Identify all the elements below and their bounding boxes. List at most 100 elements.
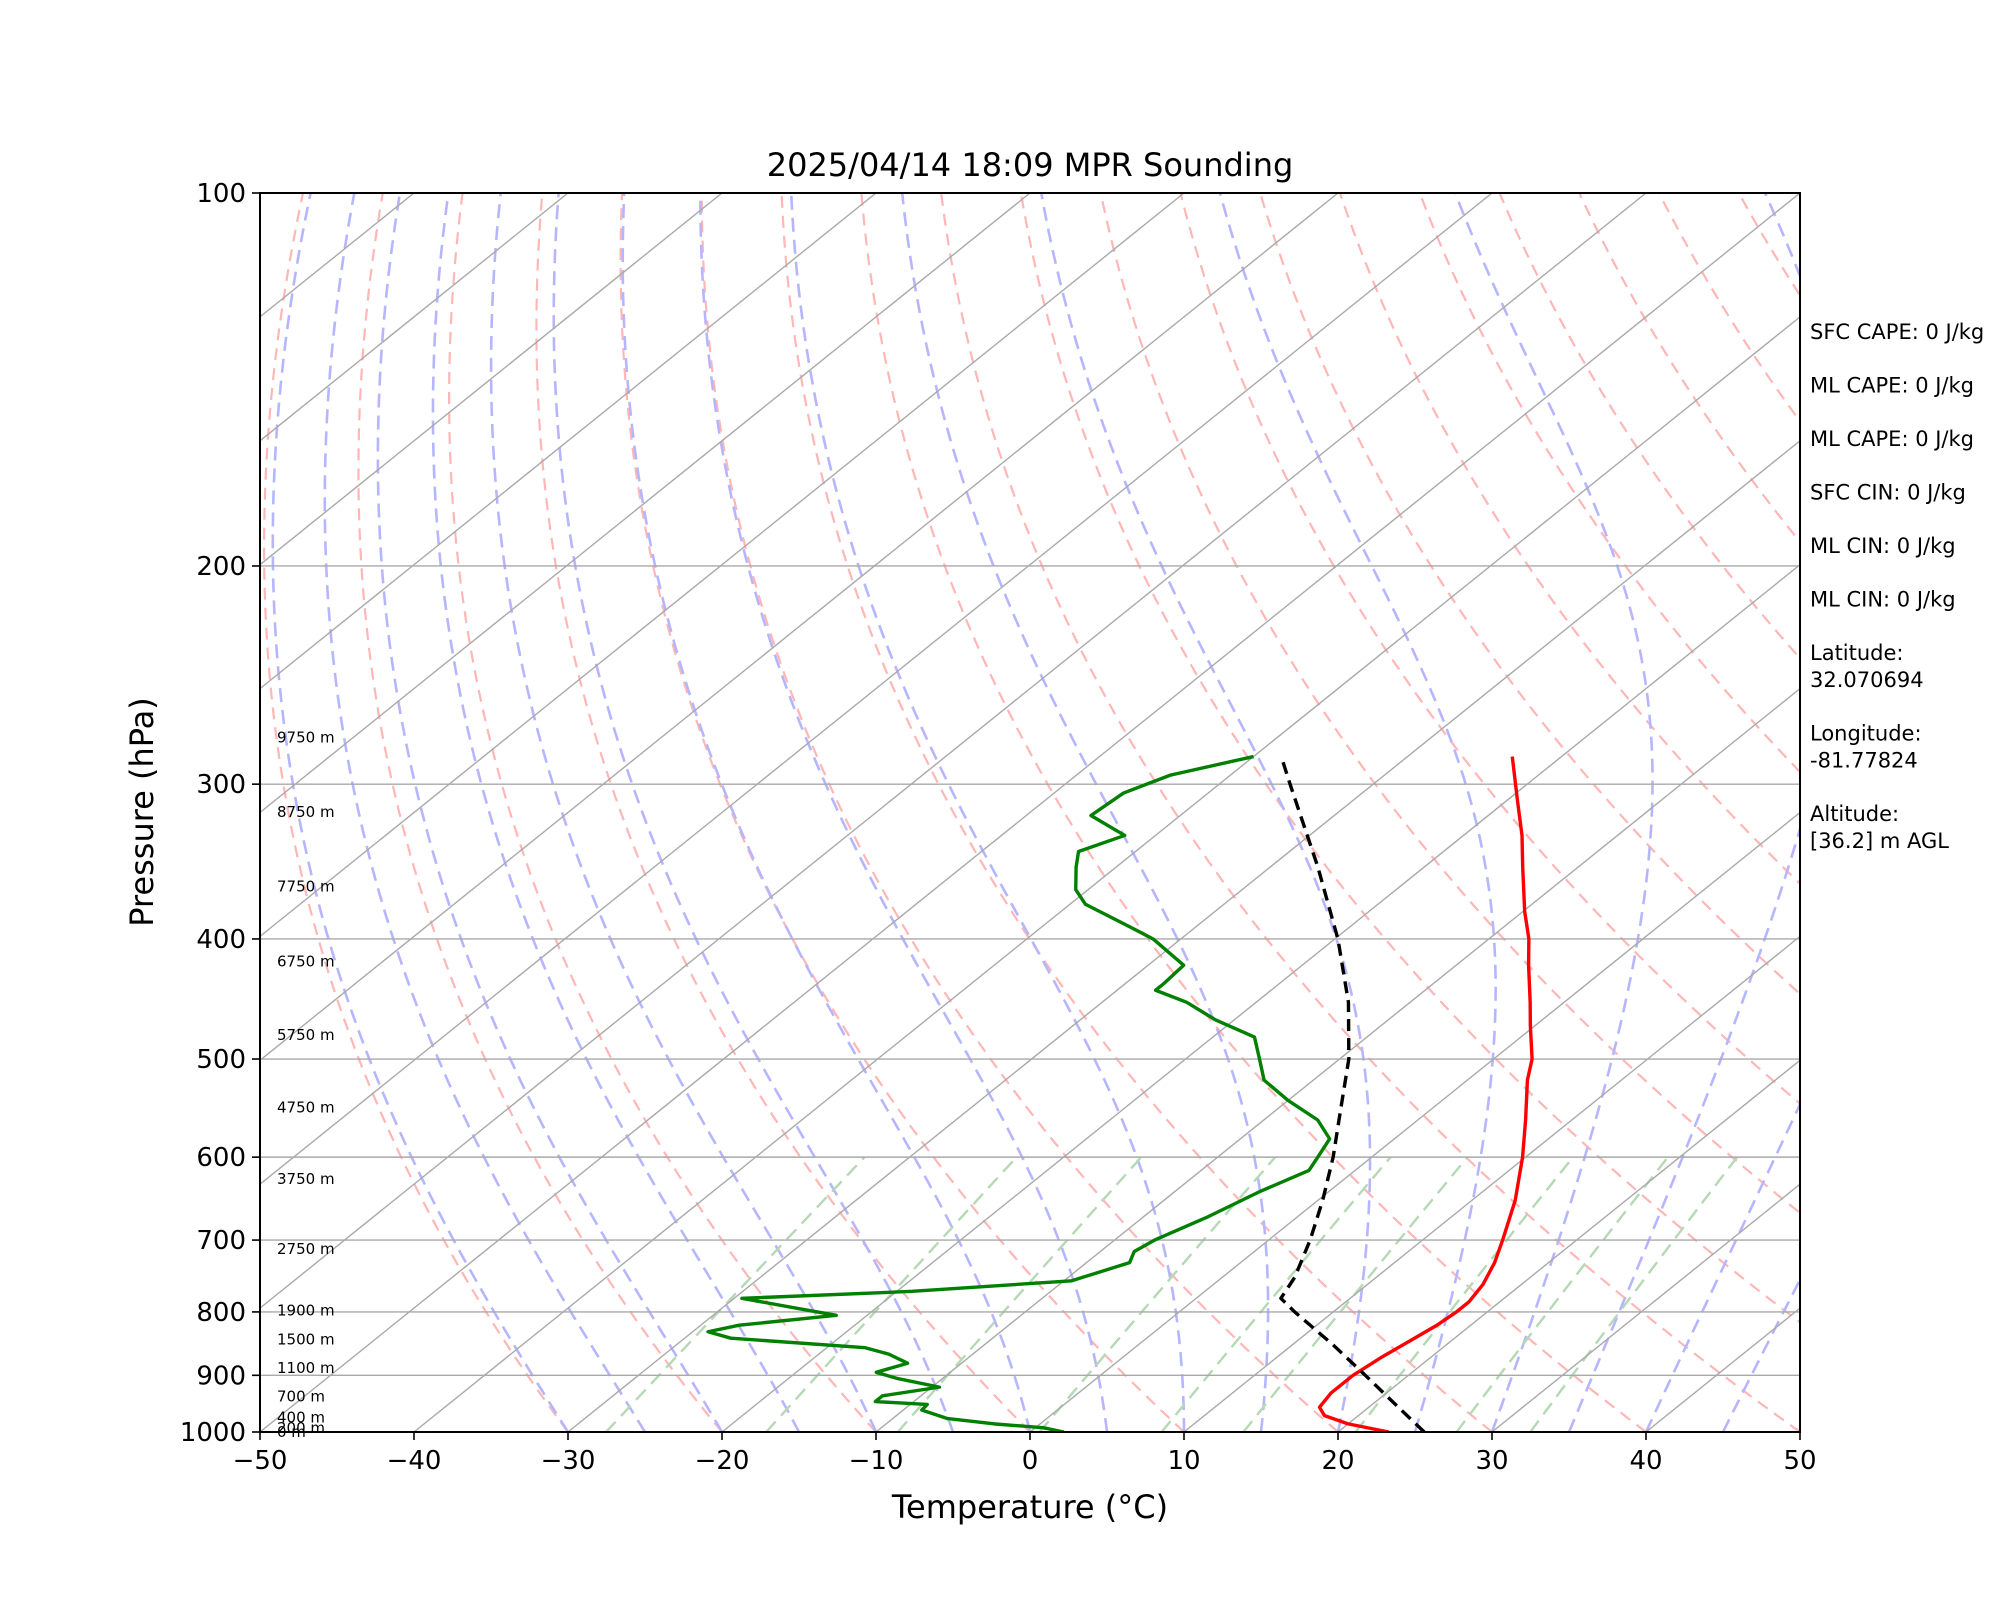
height-label: 200 m (277, 1419, 325, 1437)
isotherm-line (260, 193, 1493, 1186)
y-tick-label: 1000 (180, 1418, 246, 1448)
isotherm-line (260, 193, 723, 566)
height-label: 9750 m (277, 728, 335, 746)
mixing-ratio-line (1455, 1156, 1669, 1432)
y-tick-label: 200 (196, 552, 246, 582)
dry-adiabat-line (940, 193, 1800, 1432)
y-tick-label: 100 (196, 179, 246, 209)
y-tick-label: 700 (196, 1226, 246, 1256)
y-axis-label: Pressure (hPa) (123, 697, 161, 927)
isotherm-line (1029, 811, 1800, 1432)
isotherm-line (260, 193, 569, 442)
height-label: 4750 m (277, 1098, 335, 1116)
mixing-ratio-line (1354, 1156, 1575, 1432)
parcel-profile-line (1279, 756, 1426, 1432)
isotherm-line (1337, 1059, 1800, 1432)
dry-adiabat-line (860, 193, 1647, 1432)
x-tick-label: −30 (541, 1446, 596, 1476)
y-tick-label: 400 (196, 925, 246, 955)
isobars (260, 193, 1800, 1432)
height-label: 6750 m (277, 952, 335, 970)
dry-adiabats (262, 193, 1800, 1432)
moist-adiabat-line (1040, 193, 1372, 1432)
isotherm-line (875, 687, 1800, 1432)
dry-adiabat-line (262, 193, 569, 1432)
x-axis-label: Temperature (°C) (891, 1488, 1168, 1526)
parameter-value: 32.070694 (1810, 668, 1924, 692)
moist-adiabat-line (431, 193, 801, 1432)
dry-adiabat-line (619, 193, 1185, 1432)
mixing-ratio-line (1529, 1156, 1739, 1432)
x-tick-label: −50 (233, 1446, 288, 1476)
x-tick-label: 10 (1167, 1446, 1200, 1476)
x-tick-label: 20 (1321, 1446, 1354, 1476)
height-label: 0 m (277, 1423, 306, 1441)
moist-adiabat-line (900, 193, 1270, 1432)
isotherm-line (260, 193, 1800, 1432)
height-label: 8750 m (277, 803, 335, 821)
parameter-text: Latitude: (1810, 641, 1904, 665)
y-tick-label: 900 (196, 1361, 246, 1391)
dry-adiabat-line (1578, 193, 1800, 544)
dry-adiabat-line (1019, 193, 1800, 1324)
isotherm-line (260, 193, 877, 690)
parameter-text: SFC CIN: 0 J/kg (1810, 481, 1966, 505)
x-tick-label: 0 (1022, 1446, 1039, 1476)
sounding-parameters: SFC CAPE: 0 J/kg ML CAPE: 0 J/kg ML CAPE: … (1810, 320, 1984, 853)
parameter-value: [36.2] m AGL (1810, 829, 1949, 853)
mixing-ratio-line (1160, 1156, 1392, 1432)
y-tick-label: 300 (196, 770, 246, 800)
height-label: 7750 m (277, 878, 335, 896)
height-label: 2750 m (277, 1240, 335, 1258)
moist-adiabat-line (699, 193, 1109, 1432)
moist-adiabat-line (621, 193, 1032, 1432)
isotherm-line (260, 193, 1185, 938)
isotherms (260, 193, 1800, 1432)
isotherm-line (1183, 935, 1800, 1432)
moist-adiabat-line (1644, 1101, 1800, 1432)
x-tick-label: −20 (695, 1446, 750, 1476)
isotherm-line (567, 439, 1800, 1432)
x-tick-label: 30 (1475, 1446, 1508, 1476)
moist-adiabat-line (376, 193, 724, 1432)
dry-adiabat-line (1099, 193, 1800, 1215)
x-tick-label: −10 (849, 1446, 904, 1476)
y-tick-label: 800 (196, 1298, 246, 1328)
moist-adiabat-line (1721, 1276, 1800, 1432)
x-tick-label: 50 (1783, 1446, 1816, 1476)
parameter-text: Altitude: (1810, 802, 1899, 826)
isotherm-line (721, 563, 1800, 1432)
mixing-ratio-line (1038, 1156, 1277, 1432)
dewpoint-profile-line (706, 754, 1332, 1432)
dry-adiabat-line (448, 193, 877, 1432)
moist-adiabat-line (1453, 193, 1654, 1432)
sounding-profiles (706, 754, 1534, 1432)
isotherm-line (260, 193, 1647, 1309)
parameter-text: ML CIN: 0 J/kg (1810, 534, 1956, 558)
isotherm-line (260, 193, 1339, 1062)
height-label: 1900 m (277, 1302, 335, 1320)
isotherm-line (1491, 1183, 1800, 1432)
moist-adiabat-line (1218, 193, 1497, 1432)
dry-adiabat-line (1338, 193, 1800, 886)
parameter-text: ML CAPE: 0 J/kg (1810, 374, 1974, 398)
x-tick-label: −40 (387, 1446, 442, 1476)
parameter-text: ML CIN: 0 J/kg (1810, 588, 1956, 612)
height-label: 1500 m (277, 1330, 335, 1348)
isotherm-line (260, 193, 1031, 814)
moist-adiabat-line (323, 193, 647, 1432)
height-label: 5750 m (277, 1026, 335, 1044)
mixing-ratio-line (765, 1156, 1018, 1432)
parameter-text: ML CAPE: 0 J/kg (1810, 427, 1974, 451)
height-label: 1100 m (277, 1359, 335, 1377)
dry-adiabat-line (1418, 193, 1800, 774)
y-axis-ticks: 1000 900 800 700 600 500 400 300 200 100 (180, 179, 260, 1448)
mixing-ratio-line (896, 1156, 1143, 1432)
height-label: 400 m (277, 1408, 325, 1426)
y-tick-label: 500 (196, 1045, 246, 1075)
dry-adiabat-line (535, 193, 1031, 1432)
parameter-text: Longitude: (1810, 722, 1922, 746)
dry-adiabat-line (1179, 193, 1800, 1106)
height-label: 700 m (277, 1387, 325, 1405)
